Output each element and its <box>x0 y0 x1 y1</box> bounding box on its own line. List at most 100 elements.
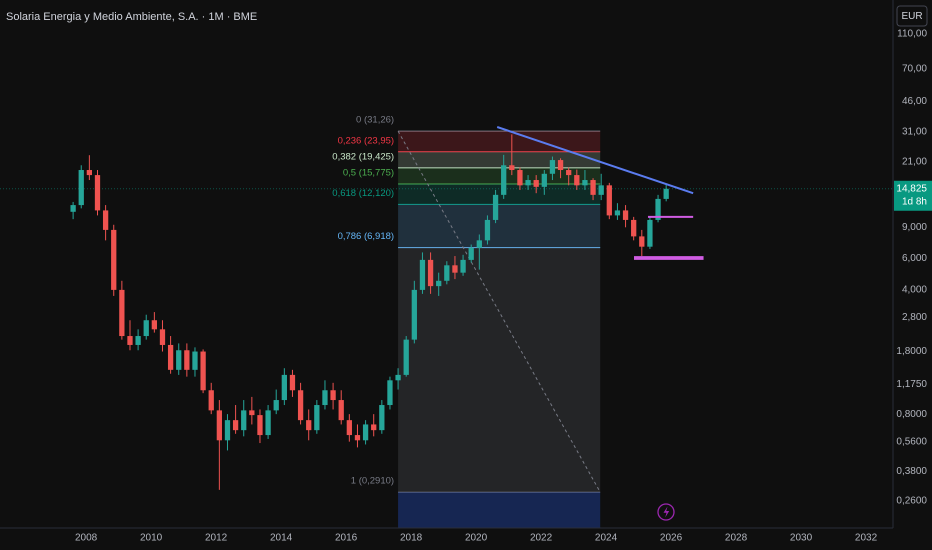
fib-label: 0,786 (6,918) <box>338 231 395 242</box>
candle-body <box>184 350 190 370</box>
fib-extension <box>398 492 601 528</box>
x-tick-label: 2030 <box>790 533 813 544</box>
y-tick-label: 6,000 <box>902 253 927 264</box>
currency-label[interactable]: EUR <box>901 11 922 22</box>
alert-icon[interactable] <box>657 503 675 521</box>
candle-body <box>468 247 474 260</box>
candle-body <box>533 180 539 187</box>
candle-body <box>655 198 661 220</box>
candle-body <box>517 170 523 186</box>
candle-body <box>549 160 556 174</box>
x-tick-label: 2008 <box>75 533 98 544</box>
candle-body <box>444 265 450 281</box>
x-tick-label: 2022 <box>530 533 553 544</box>
y-tick-label: 31,00 <box>902 126 927 137</box>
candle-body <box>574 175 580 186</box>
candle-body <box>94 175 101 211</box>
candle-body <box>289 374 296 391</box>
candle-body <box>241 410 247 431</box>
fib-zone <box>398 204 601 248</box>
chart-title: Solaria Energia y Medio Ambiente, S.A. ·… <box>6 11 257 23</box>
candle-body <box>273 400 279 411</box>
candle-body <box>492 194 499 220</box>
last-price-label: 14,825 <box>896 183 927 194</box>
currency-button[interactable] <box>896 5 928 27</box>
candle-body <box>102 210 109 230</box>
fib-zone <box>398 167 601 184</box>
x-tick-label: 2012 <box>205 533 228 544</box>
candle-body <box>330 390 336 401</box>
candle-body <box>151 320 157 330</box>
y-tick-label: 0,8000 <box>896 409 927 420</box>
y-tick-label: 1,8000 <box>896 346 927 357</box>
candle-body <box>200 351 206 391</box>
alert-bolt[interactable] <box>663 506 670 518</box>
y-tick-label: 0,3800 <box>896 466 927 477</box>
candle-body <box>354 435 361 441</box>
alert-circle[interactable] <box>657 503 675 521</box>
fib-zone <box>398 151 601 168</box>
fib-label: 1 (0,2910) <box>351 476 394 487</box>
fib-label: 0 (31,26) <box>356 115 394 126</box>
candle-body <box>598 185 604 195</box>
candle-body <box>346 420 352 436</box>
y-tick-label: 9,000 <box>902 222 927 233</box>
candle-body <box>403 339 409 375</box>
candle-body <box>135 336 141 345</box>
candle-body <box>314 405 320 431</box>
candle-body <box>86 170 93 176</box>
candle-body <box>484 219 491 241</box>
x-tick-label: 2010 <box>140 533 163 544</box>
candle-body <box>127 336 133 345</box>
y-tick-label: 4,000 <box>902 285 927 296</box>
candle-body <box>419 259 426 290</box>
candle-body <box>70 205 76 212</box>
y-tick-label: 1,1750 <box>896 379 927 390</box>
y-tick-label: 21,00 <box>902 157 927 168</box>
candle-body <box>582 180 588 186</box>
candle-body <box>159 329 166 345</box>
candle-body <box>119 289 125 337</box>
countdown-label: 1d 8h <box>902 196 927 207</box>
candle-body <box>249 410 255 416</box>
plot-area <box>0 126 893 528</box>
candle-body <box>614 210 621 216</box>
candle-body <box>452 265 458 273</box>
fib-label: 0,236 (23,95) <box>338 135 395 146</box>
candle-body <box>176 350 182 370</box>
candle-body <box>281 374 287 401</box>
candle-body <box>338 400 344 421</box>
candle-body <box>265 410 271 436</box>
candle-body <box>557 160 564 171</box>
candle-body <box>208 390 214 411</box>
candle-body <box>411 289 417 340</box>
candle-body <box>631 219 637 237</box>
candle-body <box>257 415 263 436</box>
candle-body <box>143 320 149 337</box>
candle-body <box>639 236 645 247</box>
fib-label: 0,618 (12,120) <box>332 188 394 199</box>
last-price-box <box>894 180 932 211</box>
x-tick-label: 2018 <box>400 533 423 544</box>
x-tick-label: 2028 <box>725 533 748 544</box>
x-tick-label: 2026 <box>660 533 683 544</box>
candle-body <box>395 374 401 381</box>
fib-zone <box>398 247 601 493</box>
y-tick-label: 2,800 <box>902 312 927 323</box>
candle-body <box>663 188 669 199</box>
candle-body <box>78 170 84 206</box>
fib-trend <box>397 130 601 493</box>
x-tick-label: 2016 <box>335 533 358 544</box>
candle-body <box>476 240 482 248</box>
candle-body <box>622 210 629 220</box>
trendline <box>496 126 694 195</box>
candle-body <box>436 280 442 287</box>
candle-body <box>606 185 612 216</box>
candle-body <box>427 259 434 287</box>
fib-label: 0,382 (19,425) <box>332 151 394 162</box>
candle-body <box>192 351 198 370</box>
x-tick-label: 2024 <box>595 533 618 544</box>
y-tick-label: 0,5600 <box>896 436 927 447</box>
